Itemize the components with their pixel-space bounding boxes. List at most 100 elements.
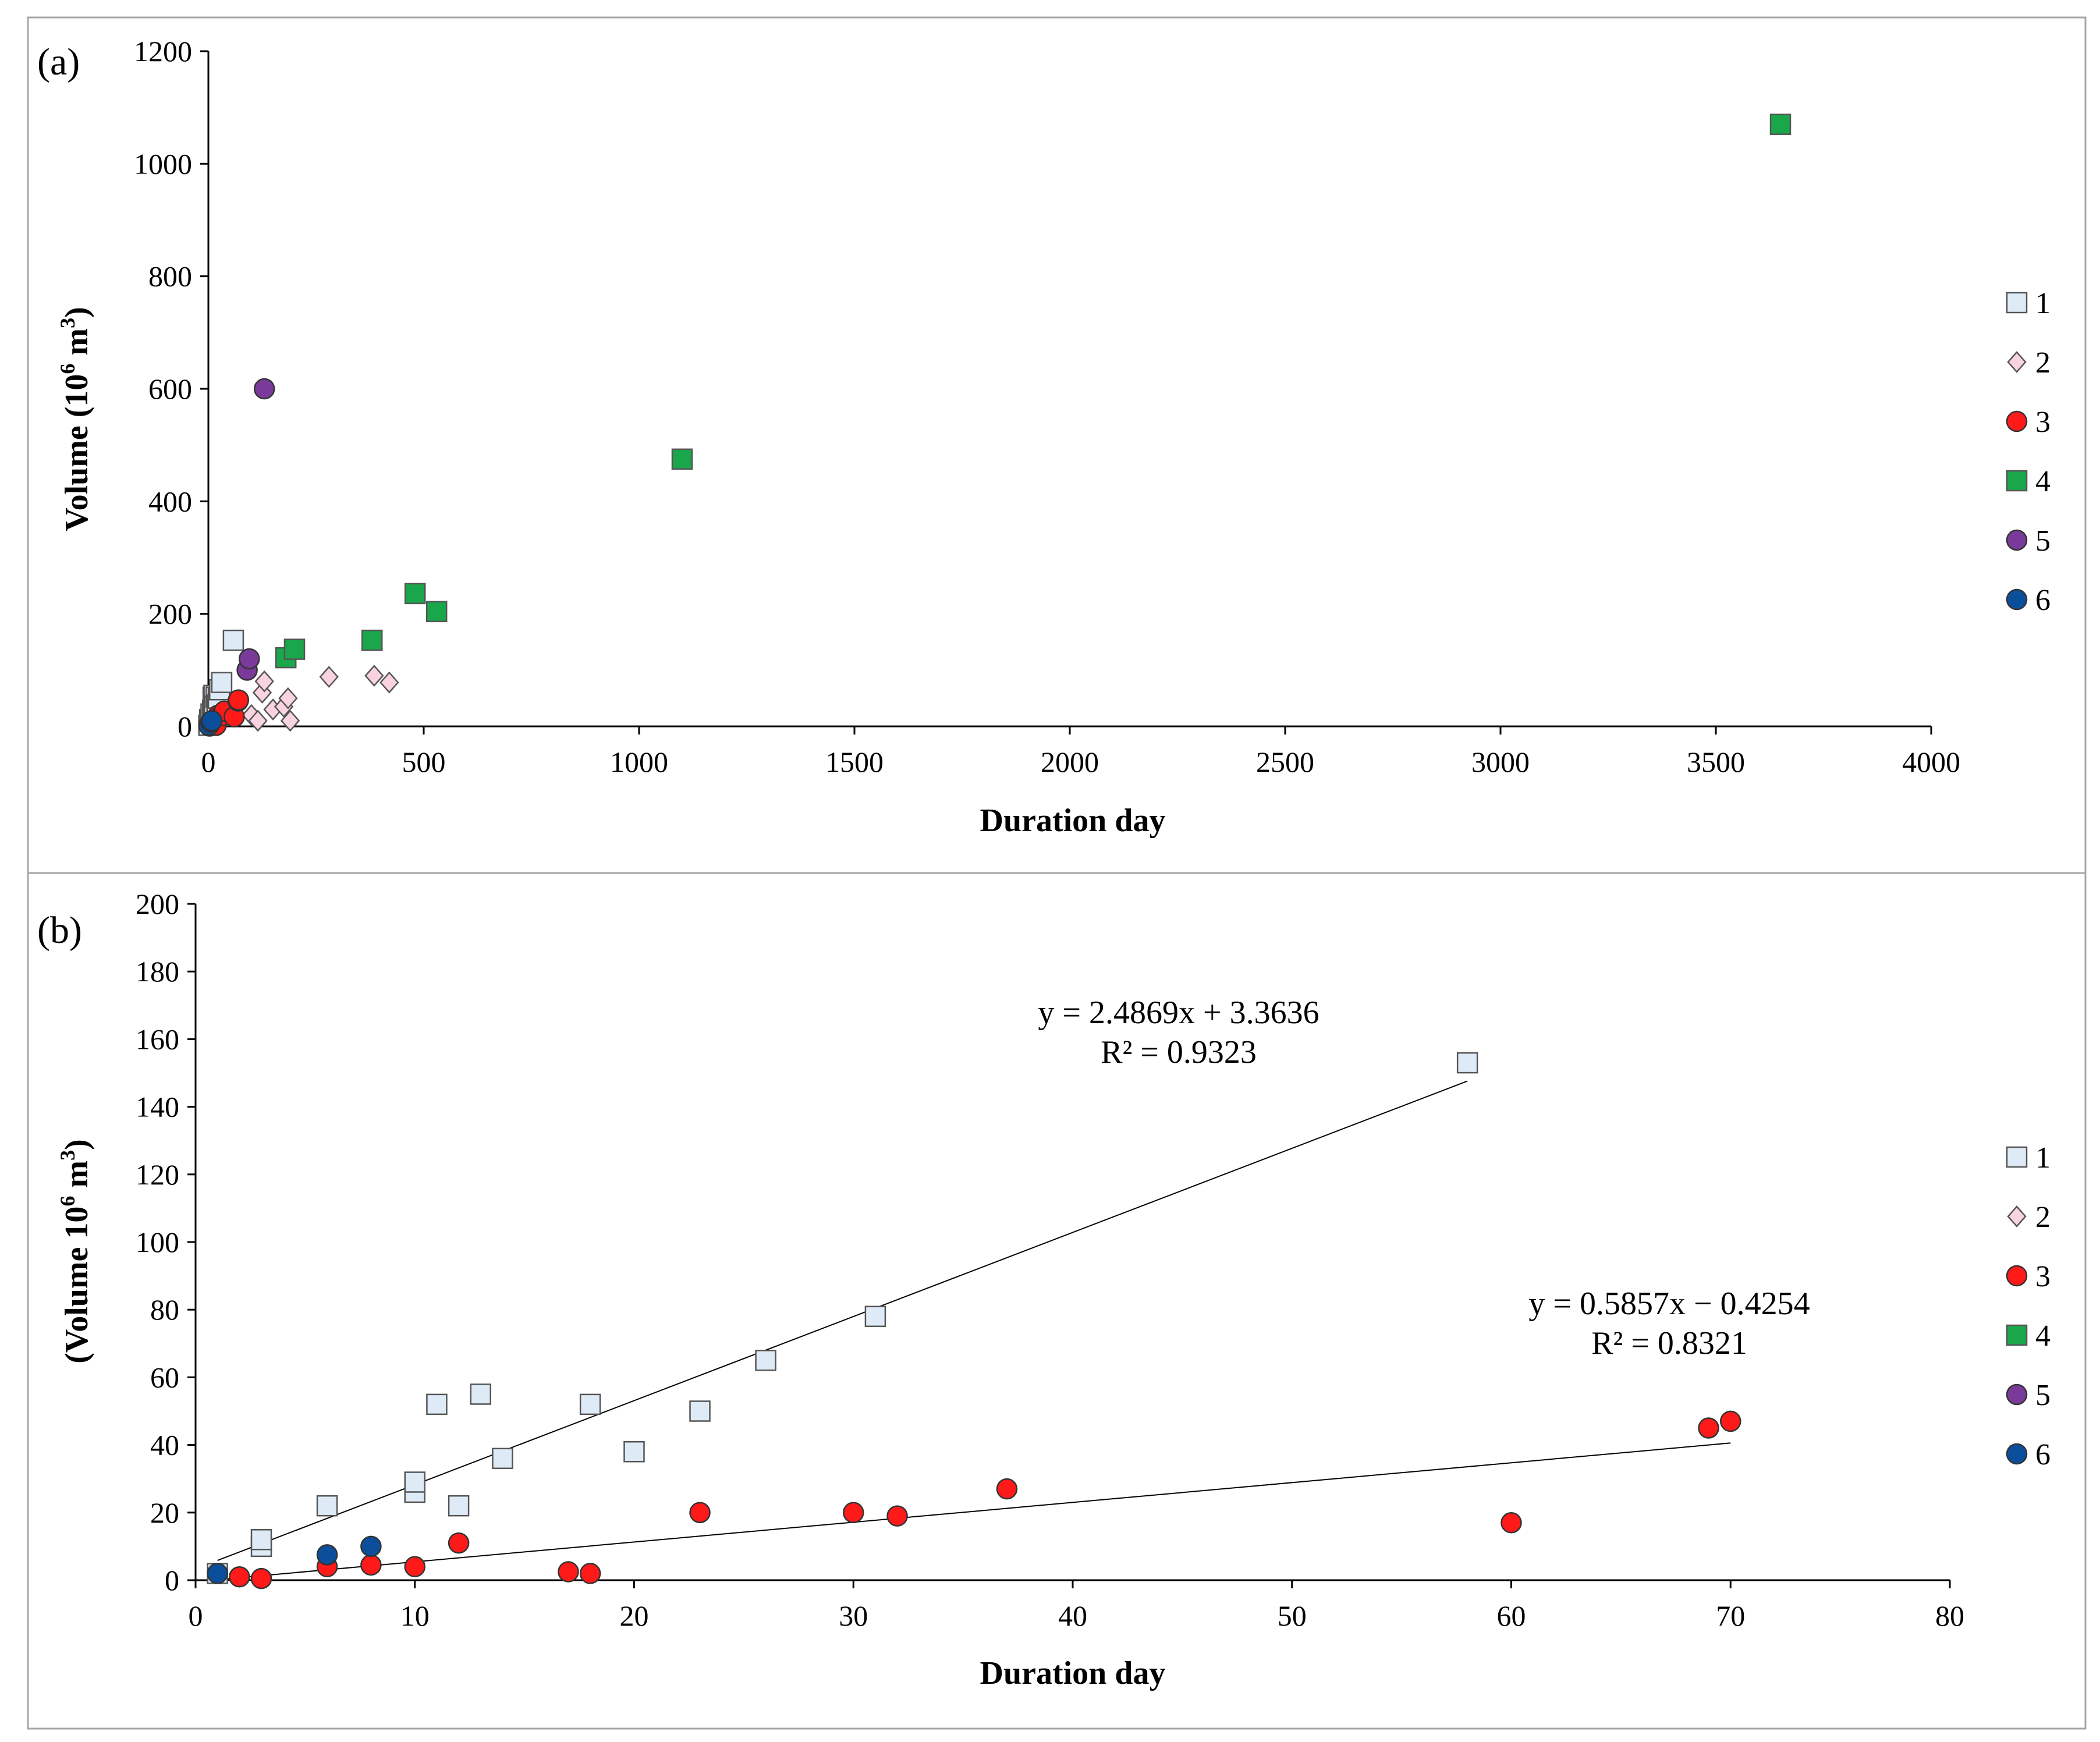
panel-b-series-3-point [448, 1532, 470, 1554]
trendline-3-r2: R² = 0.8321 [1591, 1325, 1747, 1361]
trendline-series-3 [217, 1442, 1731, 1581]
panel-b-series-3-point [229, 1566, 250, 1588]
panel-a-legend-marker-6 [2006, 588, 2028, 611]
panel-a-y-tick-label: 800 [148, 260, 192, 293]
panel-b-x-tick-label: 70 [1716, 1599, 1745, 1632]
panel-b-series-1-point [316, 1495, 338, 1517]
panel-a-legend-marker-5 [2006, 529, 2028, 551]
panel-b-legend-marker-2 [2007, 1205, 2027, 1227]
panel-a-series-2-point [280, 709, 300, 732]
panel-a: (a) 0 500 1000 1500 2000 2500 3000 3500 4000 0 200… [27, 16, 2087, 874]
panel-b-legend-marker-5 [2006, 1383, 2028, 1406]
panel-b-ylabel-sup: 6 [56, 1196, 79, 1207]
panel-b-legend-label-5: 5 [2035, 1379, 2051, 1412]
panel-a-label: (a) [37, 41, 80, 83]
panel-b-ylabel-close: ) [59, 1139, 95, 1150]
panel-b-legend-label-4: 4 [2035, 1319, 2051, 1353]
panel-b-legend-label-3: 3 [2035, 1260, 2051, 1293]
panel-b-x-tick-label: 20 [620, 1599, 649, 1632]
panel-b-series-3-point [579, 1563, 601, 1584]
panel-b-plot: 0 10 20 30 40 50 60 70 80 0 20 40 60 80 100 120 140 160 18… [136, 888, 1964, 1632]
panel-a-x-tick-label: 0 [201, 746, 216, 778]
panel-a-x-tick-label: 2500 [1256, 746, 1314, 778]
panel-b-series-3-point [558, 1561, 579, 1583]
panel-b-series-1-point [492, 1447, 513, 1470]
panel-b-legend-label-1: 1 [2035, 1141, 2051, 1175]
panel-b-legend-label-2: 2 [2035, 1201, 2051, 1234]
panel-a-legend-label-2: 2 [2035, 346, 2051, 379]
panel-a-series-5-point [253, 378, 275, 400]
panel-b-x-tick-label: 80 [1935, 1599, 1964, 1632]
panel-a-x-tick-label: 3000 [1471, 746, 1530, 778]
panel-b-series-3-point [843, 1502, 864, 1524]
panel-b-y-tick-label: 140 [136, 1091, 179, 1123]
panel-b-ylabel-main: (Volume 10 [59, 1207, 95, 1364]
panel-b-series-6-point [360, 1535, 382, 1557]
panel-a-legend-marker-4 [2006, 470, 2028, 492]
panel-b-series-3-point [360, 1554, 382, 1576]
panel-a-ylabel-close: ) [59, 307, 95, 318]
panel-b-y-tick-label: 160 [136, 1023, 179, 1055]
panel-b-x-tick-label: 40 [1058, 1599, 1087, 1632]
panel-a-y-tick-label: 1200 [134, 35, 192, 68]
panel-b-series-1-point [426, 1393, 448, 1415]
panel-a-xlabel: Duration day [980, 803, 1166, 839]
panel-b-y-tick-label: 200 [136, 888, 179, 920]
panel-b-y-tick-label: 0 [165, 1564, 179, 1596]
panel-b-series-1-point [250, 1529, 272, 1551]
panel-a-series-4-point [361, 629, 383, 651]
panel-a-series-5-point [239, 648, 260, 670]
panel-a-y-tick-label: 600 [148, 372, 192, 405]
panel-b-x-tick-label: 30 [839, 1599, 868, 1632]
panel-b-legend: 1 2 3 4 5 6 [2006, 1141, 2051, 1471]
panel-b-x-tick-label: 0 [189, 1599, 203, 1632]
panel-a-series-4-point [425, 601, 448, 623]
panel-b-series-3-point [1698, 1417, 1719, 1439]
trendline-1-equation: y = 2.4869x + 3.3636 [1038, 995, 1319, 1031]
panel-b-series-1-point [623, 1441, 645, 1463]
panel-a-ylabel-sup2: 3 [56, 318, 79, 328]
panel-b-series-1-point [689, 1400, 711, 1422]
panel-a-legend-label-3: 3 [2035, 406, 2051, 439]
panel-b-series-3-point [1500, 1512, 1522, 1534]
panel-b-legend-label-6: 6 [2035, 1438, 2051, 1471]
panel-b-ylabel-unit: m [59, 1161, 95, 1196]
panel-a-y-tick-label: 0 [178, 710, 192, 743]
panel-a-series-2-point [319, 666, 339, 688]
panel-a-x-tick-label: 2000 [1041, 746, 1099, 778]
panel-a-ylabel-sup: 6 [56, 364, 79, 374]
panel-b-series-1-point [470, 1383, 492, 1405]
panel-a-y-tick-label: 200 [148, 598, 192, 630]
panel-a-series-4-point [1769, 113, 1792, 135]
panel-b-y-tick-label: 100 [136, 1226, 179, 1258]
panel-a-legend-label-6: 6 [2035, 584, 2051, 617]
panel-a-x-tick-label: 4000 [1902, 746, 1960, 778]
panel-b-legend-marker-6 [2006, 1443, 2028, 1465]
panel-b-series-6-point [316, 1544, 338, 1566]
panel-b-xlabel: Duration day [980, 1655, 1166, 1691]
panel-b-series-1-point [864, 1305, 886, 1328]
panel-b-y-tick-label: 20 [150, 1496, 179, 1529]
panel-a-legend-marker-2 [2007, 351, 2027, 373]
panel-b-series-3-point [996, 1478, 1018, 1500]
panel-b-y-tick-label: 120 [136, 1158, 179, 1191]
panel-b-y-tick-label: 40 [150, 1429, 179, 1461]
panel-a-legend: 1 2 3 4 5 6 [2006, 287, 2051, 617]
panel-b-y-tick-label: 180 [136, 955, 179, 988]
panel-b-series-6-point [207, 1563, 228, 1584]
panel-b-x-tick-label: 50 [1278, 1599, 1307, 1632]
panel-a-series-1-point [211, 672, 233, 693]
panel-a-series-2-point [364, 665, 384, 687]
panel-b-series-3-point [250, 1567, 272, 1590]
panel-b-x-tick-label: 60 [1497, 1599, 1526, 1632]
panel-b-series-1-point [1456, 1052, 1478, 1074]
panel-a-series-2-point [278, 687, 298, 709]
trendline-3-equation: y = 0.5857x − 0.4254 [1528, 1286, 1810, 1322]
panel-a-series-2-point [254, 670, 274, 693]
panel-a-y-tick-label: 400 [148, 485, 192, 517]
panel-a-x-tick-label: 3500 [1687, 746, 1745, 778]
panel-a-plot: 0 500 1000 1500 2000 2500 3000 3500 4000 0 200 400 6… [134, 35, 1960, 778]
panel-a-series-2-point [248, 709, 268, 732]
panel-b: (b) 0 10 20 30 40 50 60 70 80 0 20 40 60 80 100 120 140 1… [27, 872, 2087, 1730]
